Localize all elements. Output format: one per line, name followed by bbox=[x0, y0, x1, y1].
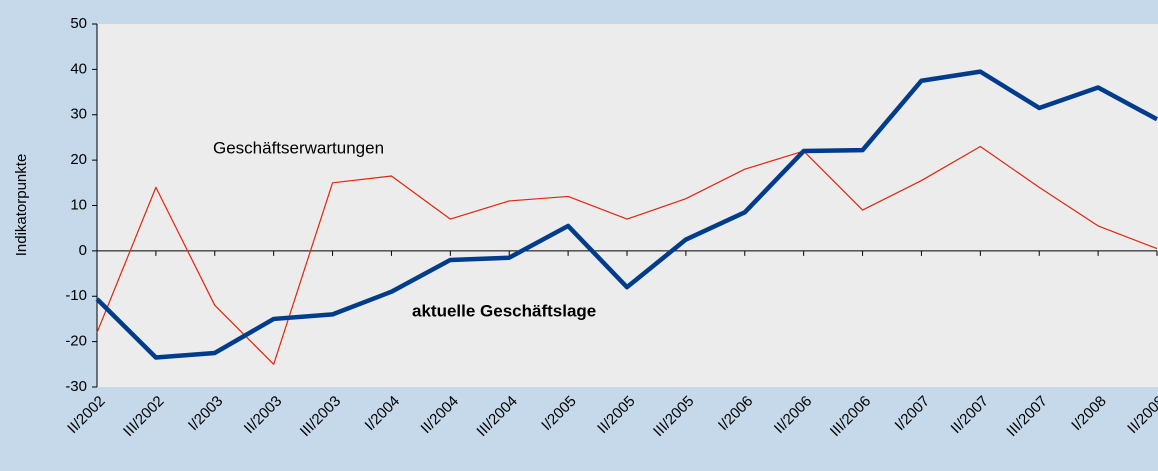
y-tick-label: 0 bbox=[79, 242, 87, 259]
y-axis-label: Indikatorpunkte bbox=[13, 154, 30, 257]
y-tick-label: 30 bbox=[70, 106, 87, 123]
y-tick-label: 10 bbox=[70, 196, 87, 213]
series-label: Geschäftserwartungen bbox=[213, 138, 384, 157]
y-tick-label: 50 bbox=[70, 15, 87, 32]
series-line bbox=[96, 145, 1158, 365]
y-tick-label: 40 bbox=[70, 60, 87, 77]
y-tick-label: -20 bbox=[65, 333, 87, 350]
plot-area bbox=[97, 24, 1158, 387]
series-line bbox=[95, 69, 1158, 360]
y-tick-label: 20 bbox=[70, 151, 87, 168]
series-label: aktuelle Geschäftslage bbox=[412, 301, 596, 320]
y-tick-label: -30 bbox=[65, 378, 87, 395]
y-tick-label: -10 bbox=[65, 287, 87, 304]
